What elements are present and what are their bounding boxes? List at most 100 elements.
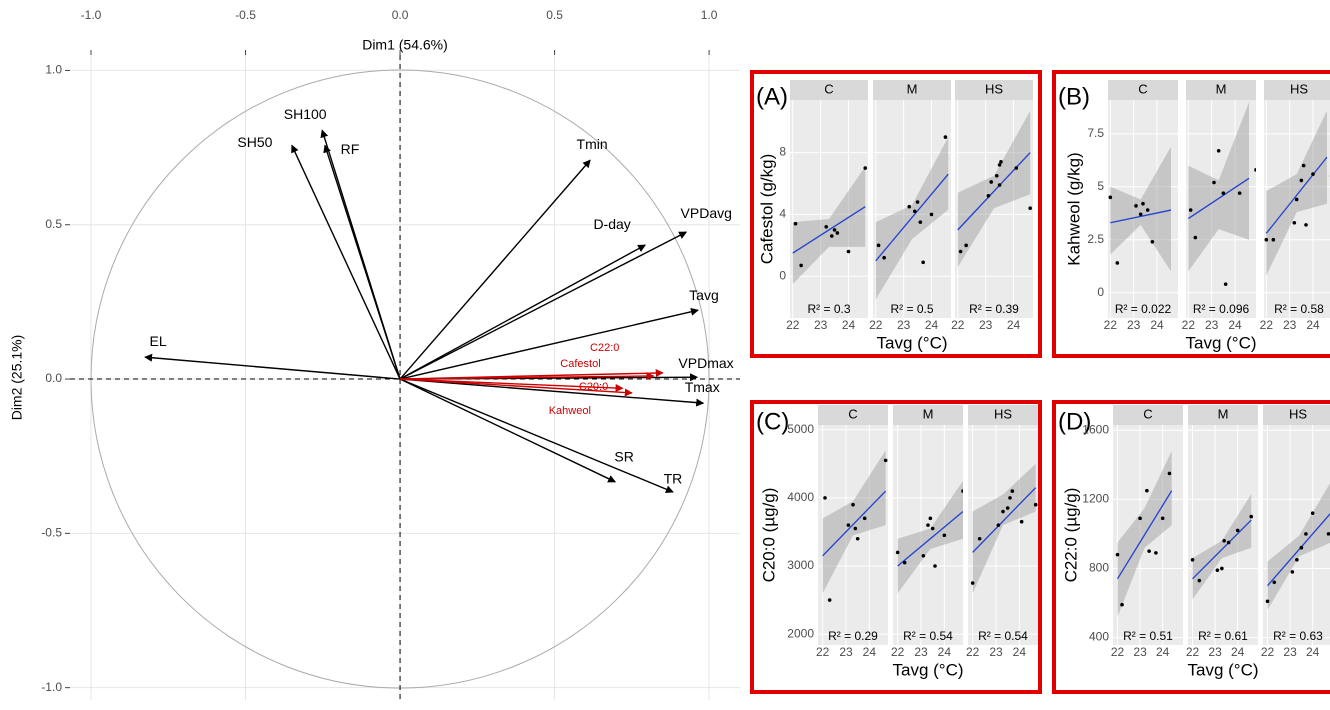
point bbox=[1167, 471, 1172, 476]
y-tick-label: 5 bbox=[1097, 179, 1104, 193]
point bbox=[851, 502, 855, 507]
y-tick-label: 1200 bbox=[1082, 491, 1109, 505]
point bbox=[961, 489, 963, 493]
point bbox=[1134, 204, 1138, 208]
facet-label: C bbox=[1143, 406, 1152, 421]
facet-plot bbox=[970, 463, 1038, 594]
x-tick-label: 23 bbox=[1127, 318, 1141, 332]
facet-label: M bbox=[907, 81, 918, 96]
point bbox=[824, 224, 829, 229]
loading-arrow bbox=[399, 159, 591, 380]
point bbox=[1120, 602, 1124, 607]
panel-label: (B) bbox=[1058, 83, 1090, 110]
r2-label: R² = 0.096 bbox=[1193, 302, 1250, 316]
point bbox=[907, 204, 912, 209]
point bbox=[1304, 532, 1308, 536]
loading-arrow bbox=[323, 144, 401, 380]
facet-strip bbox=[1186, 80, 1256, 100]
x-tick-label: 22 bbox=[1104, 318, 1118, 332]
fit-line bbox=[972, 487, 1037, 553]
facet-plot bbox=[1187, 102, 1256, 286]
panel-label: (C) bbox=[756, 408, 789, 435]
variable-label: TR bbox=[664, 471, 683, 487]
facet-strip bbox=[873, 80, 951, 100]
confidence-band bbox=[1192, 494, 1252, 600]
point bbox=[1221, 191, 1226, 195]
facet-label: C bbox=[1138, 81, 1147, 96]
point bbox=[943, 135, 948, 139]
y-tick-label: 0 bbox=[1097, 285, 1104, 299]
point bbox=[1272, 580, 1277, 585]
facet-strip bbox=[818, 405, 888, 425]
facet-plot bbox=[1265, 483, 1330, 610]
facet-label: M bbox=[923, 406, 934, 421]
point bbox=[928, 516, 933, 521]
loading-arrow bbox=[291, 144, 401, 380]
point bbox=[1145, 488, 1149, 493]
facet-plot bbox=[957, 110, 1033, 267]
x-tick-label: 23 bbox=[1283, 318, 1297, 332]
x-tick-label: -1.0 bbox=[81, 8, 102, 22]
facet-strip bbox=[1263, 405, 1330, 425]
loading-arrow bbox=[399, 378, 674, 494]
point bbox=[883, 458, 888, 463]
panel-label: (A) bbox=[756, 83, 788, 110]
x-tick-label: 23 bbox=[1283, 645, 1297, 659]
y-tick-label: 800 bbox=[1089, 561, 1109, 575]
point bbox=[1001, 509, 1005, 514]
point bbox=[1005, 506, 1010, 510]
point bbox=[1299, 178, 1304, 183]
point bbox=[1033, 502, 1038, 507]
facet-background bbox=[1186, 100, 1256, 318]
x-axis-title: Dim1 (54.6%) bbox=[362, 37, 448, 53]
point bbox=[1311, 172, 1315, 176]
variable-label: D-day bbox=[593, 216, 630, 232]
point bbox=[912, 209, 917, 214]
facet-background bbox=[968, 425, 1038, 645]
x-tick-label: 23 bbox=[1208, 645, 1222, 659]
point bbox=[1226, 540, 1231, 545]
point bbox=[846, 249, 851, 254]
fit-line bbox=[1187, 177, 1250, 220]
facet-background bbox=[955, 100, 1033, 318]
confidence-band bbox=[822, 450, 886, 594]
facet-background bbox=[1108, 100, 1178, 318]
point bbox=[1222, 538, 1226, 543]
x-tick-label: 23 bbox=[814, 318, 828, 332]
variable-label: EL bbox=[150, 333, 167, 349]
x-tick-label: 23 bbox=[914, 645, 928, 659]
facet-label: HS bbox=[985, 81, 1003, 96]
x-tick-label: 22 bbox=[1186, 645, 1200, 659]
y-tick-label: -1.0 bbox=[41, 680, 62, 694]
point bbox=[1138, 212, 1143, 217]
point bbox=[846, 523, 851, 527]
point bbox=[1138, 516, 1142, 521]
panel-frame bbox=[1052, 400, 1330, 694]
point bbox=[942, 533, 947, 538]
facet-plot bbox=[792, 166, 868, 284]
y-tick-label: 0.0 bbox=[45, 371, 62, 385]
facet-label: M bbox=[1216, 81, 1227, 96]
point bbox=[835, 231, 840, 235]
facet-plot bbox=[875, 135, 949, 300]
point bbox=[1304, 223, 1308, 227]
variable-label: SH100 bbox=[284, 106, 327, 122]
point bbox=[1254, 168, 1256, 172]
x-tick-label: 24 bbox=[1231, 645, 1245, 659]
point bbox=[1265, 599, 1270, 604]
point bbox=[863, 166, 868, 170]
x-tick-label: -0.5 bbox=[235, 8, 256, 22]
facet-strip bbox=[1113, 405, 1183, 425]
variable-label: C22:0 bbox=[590, 342, 619, 354]
point bbox=[823, 496, 827, 500]
fit-line bbox=[1192, 519, 1252, 580]
x-tick-label: 23 bbox=[897, 318, 911, 332]
point bbox=[827, 598, 832, 602]
point bbox=[1271, 237, 1276, 242]
x-tick-label: 1.0 bbox=[701, 8, 718, 22]
point bbox=[1290, 570, 1295, 574]
point bbox=[1193, 235, 1198, 240]
point bbox=[1197, 578, 1202, 583]
y-tick-label: 0 bbox=[779, 268, 786, 282]
